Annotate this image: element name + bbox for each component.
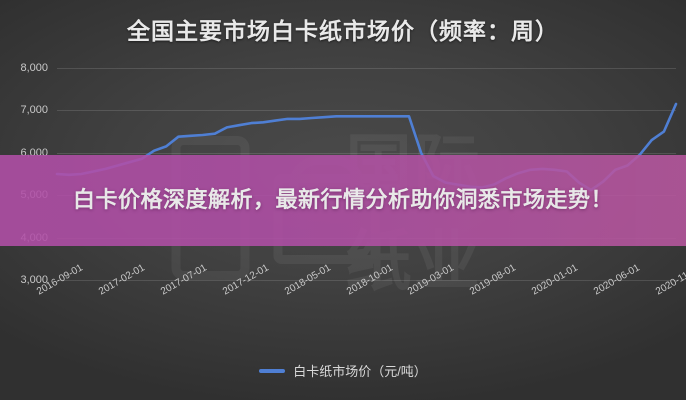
y-axis-tick-label: 7,000 (20, 104, 48, 117)
gridline (57, 152, 676, 154)
chart-legend[interactable]: 白卡纸市场价（元/吨） (0, 361, 686, 380)
legend-label: 白卡纸市场价（元/吨） (293, 364, 427, 379)
y-axis-tick-label: 8,000 (20, 62, 48, 74)
gridline (57, 68, 676, 69)
gridline (57, 110, 676, 112)
chart-title: 全国主要市场白卡纸市场价（频率：周） (127, 18, 559, 44)
legend-line-swatch (259, 368, 286, 373)
gridline (57, 280, 676, 281)
promo-banner: 白卡价格深度解析，最新行情分析助你洞悉市场走势！ (0, 155, 686, 246)
promo-banner-text: 白卡价格深度解析，最新行情分析助你洞悉市场走势！ (72, 187, 613, 213)
y-axis-tick-label: 3,000 (20, 274, 48, 286)
